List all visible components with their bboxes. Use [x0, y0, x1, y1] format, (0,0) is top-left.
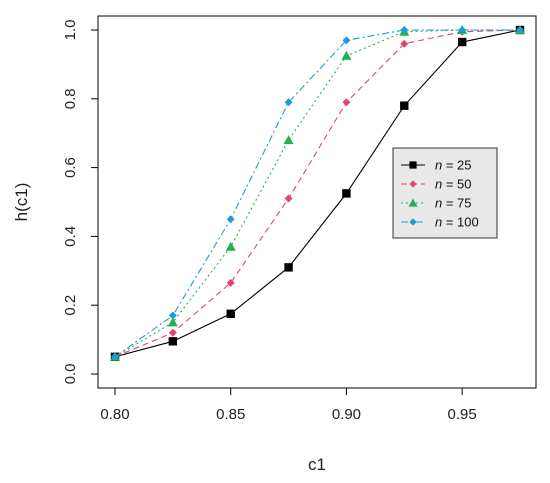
data-point-triangle [341, 50, 352, 60]
x-axis-title: c1 [308, 455, 326, 474]
legend-item: n = 75 [401, 196, 472, 211]
y-tick-label: 0.6 [62, 157, 79, 178]
y-tick-label: 0.0 [62, 364, 79, 385]
data-point-square [457, 37, 467, 47]
legend-item: n = 100 [401, 215, 479, 230]
data-point-diamond [400, 39, 409, 48]
legend-label: n = 25 [435, 158, 472, 173]
data-point-diamond [409, 180, 417, 188]
x-tick-label: 0.80 [100, 406, 129, 423]
legend-item: n = 50 [401, 177, 472, 192]
data-point-diamond [342, 98, 351, 107]
series-line [114, 29, 521, 358]
data-point-square [409, 161, 417, 169]
data-point-diamond [168, 328, 177, 337]
data-point-square [284, 263, 293, 272]
data-point-diamond [284, 194, 293, 203]
data-point-diamond [226, 278, 235, 287]
data-point-diamond [168, 311, 177, 320]
data-point-square [400, 101, 409, 110]
data-point-triangle [225, 241, 236, 251]
y-tick-label: 0.8 [62, 88, 79, 109]
data-point-square [168, 337, 178, 346]
data-point-diamond [516, 26, 524, 34]
data-point-square [226, 309, 235, 318]
series-line [114, 29, 520, 358]
data-point-diamond [400, 26, 409, 34]
y-tick-label: 0.4 [62, 226, 79, 247]
legend-item: n = 25 [401, 158, 472, 173]
legend-label: n = 50 [435, 177, 472, 192]
y-axis-title: h(c1) [12, 183, 31, 222]
y-tick-label: 1.0 [62, 20, 79, 41]
data-point-diamond [111, 352, 119, 361]
y-tick-label: 0.2 [62, 295, 79, 316]
data-point-square [342, 189, 351, 198]
series-line [114, 29, 521, 358]
data-point-diamond [284, 98, 293, 107]
x-tick-label: 0.95 [448, 406, 477, 423]
data-point-triangle [283, 135, 294, 145]
legend-label: n = 100 [435, 215, 479, 230]
data-point-diamond [458, 26, 467, 34]
legend-label: n = 75 [435, 196, 472, 211]
data-point-diamond [342, 36, 351, 45]
series-group [110, 25, 525, 361]
legend: n = 25 n = 50 n = 75 n = 100 [392, 147, 498, 239]
data-point-diamond [226, 215, 235, 224]
x-tick-label: 0.85 [216, 406, 245, 423]
series-line [114, 29, 520, 358]
axes: 0.80 0.85 0.90 0.95 0.0 0.2 0.4 0.6 0.8 1.0 [62, 20, 477, 423]
x-tick-label: 0.90 [332, 406, 361, 423]
data-point-diamond [409, 218, 417, 226]
data-point-triangle [408, 198, 418, 207]
data-point-triangle [167, 317, 178, 327]
series-3 [111, 26, 524, 361]
